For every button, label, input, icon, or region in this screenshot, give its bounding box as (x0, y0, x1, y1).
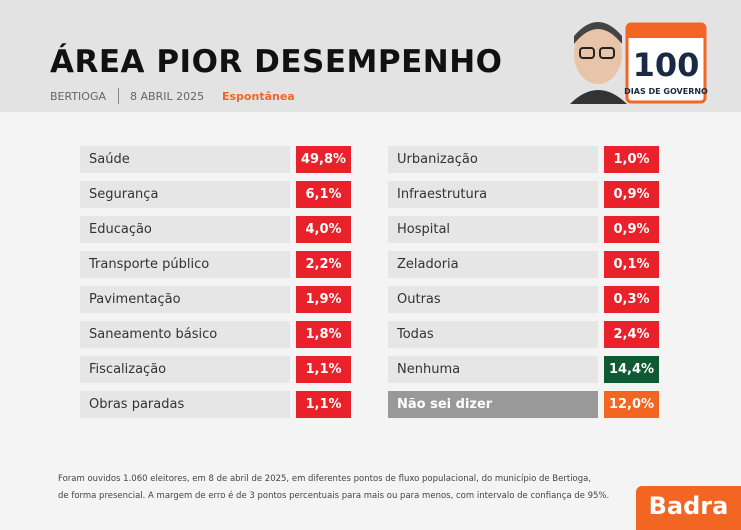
row-value: 6,1% (296, 181, 351, 208)
row-value: 1,9% (296, 286, 351, 313)
row-value: 0,9% (604, 181, 659, 208)
table-row: Fiscalização 1,1% (80, 356, 351, 383)
hair (574, 22, 622, 44)
row-value: 1,1% (296, 391, 351, 418)
row-label: Infraestrutura (388, 181, 598, 208)
title: ÁREA PIOR DESEMPENHO (50, 44, 503, 80)
table-row: Pavimentação 1,9% (80, 286, 351, 313)
calendar-top (627, 24, 705, 38)
table-row: Todas 2,4% (388, 321, 659, 348)
table-row: Educação 4,0% (80, 216, 351, 243)
table-row: Saneamento básico 1,8% (80, 321, 351, 348)
table-row: Transporte público 2,2% (80, 251, 351, 278)
row-label: Hospital (388, 216, 598, 243)
jacket (570, 90, 627, 104)
footer-line: de forma presencial. A margem de erro é … (58, 491, 610, 501)
row-value: 0,3% (604, 286, 659, 313)
row-label: Outras (388, 286, 598, 313)
tag: Espontânea (222, 90, 295, 103)
glasses (599, 47, 615, 59)
row-value: 49,8% (296, 146, 351, 173)
table-row: Não sei dizer 12,0% (388, 391, 659, 418)
row-label: Educação (80, 216, 290, 243)
badge-number: 100 (633, 46, 700, 84)
row-label: Obras paradas (80, 391, 290, 418)
date: 8 ABRIL 2025 (130, 90, 205, 103)
row-value: 12,0% (604, 391, 659, 418)
row-label: Segurança (80, 181, 290, 208)
row-label: Fiscalização (80, 356, 290, 383)
row-value: 2,2% (296, 251, 351, 278)
row-label: Urbanização (388, 146, 598, 173)
footer-line: Foram ouvidos 1.060 eleitores, em 8 de a… (58, 474, 592, 484)
row-label: Zeladoria (388, 251, 598, 278)
row-value: 1,0% (604, 146, 659, 173)
table-row: Outras 0,3% (388, 286, 659, 313)
badge: 100 DIAS DE GOVERNO (570, 22, 708, 104)
row-label: Transporte público (80, 251, 290, 278)
row-value: 2,4% (604, 321, 659, 348)
row-value: 14,4% (604, 356, 659, 383)
location: BERTIOGA (50, 90, 107, 103)
table-row: Hospital 0,9% (388, 216, 659, 243)
row-value: 1,8% (296, 321, 351, 348)
row-label: Nenhuma (388, 356, 598, 383)
table-row: Nenhuma 14,4% (388, 356, 659, 383)
table-row: Zeladoria 0,1% (388, 251, 659, 278)
table-row: Obras paradas 1,1% (80, 391, 351, 418)
face (574, 24, 622, 84)
logo: Badra (636, 486, 741, 530)
row-label: Não sei dizer (388, 391, 598, 418)
row-label: Saneamento básico (80, 321, 290, 348)
row-label: Pavimentação (80, 286, 290, 313)
table-row: Saúde 49,8% (80, 146, 351, 173)
row-value: 1,1% (296, 356, 351, 383)
row-label: Todas (388, 321, 598, 348)
divider (118, 88, 119, 104)
table-row: Urbanização 1,0% (388, 146, 659, 173)
row-value: 0,9% (604, 216, 659, 243)
table-row: Infraestrutura 0,9% (388, 181, 659, 208)
row-label: Saúde (80, 146, 290, 173)
glasses (579, 47, 595, 59)
table-row: Segurança 6,1% (80, 181, 351, 208)
badge-caption: DIAS DE GOVERNO (624, 87, 708, 96)
row-value: 4,0% (296, 216, 351, 243)
row-value: 0,1% (604, 251, 659, 278)
